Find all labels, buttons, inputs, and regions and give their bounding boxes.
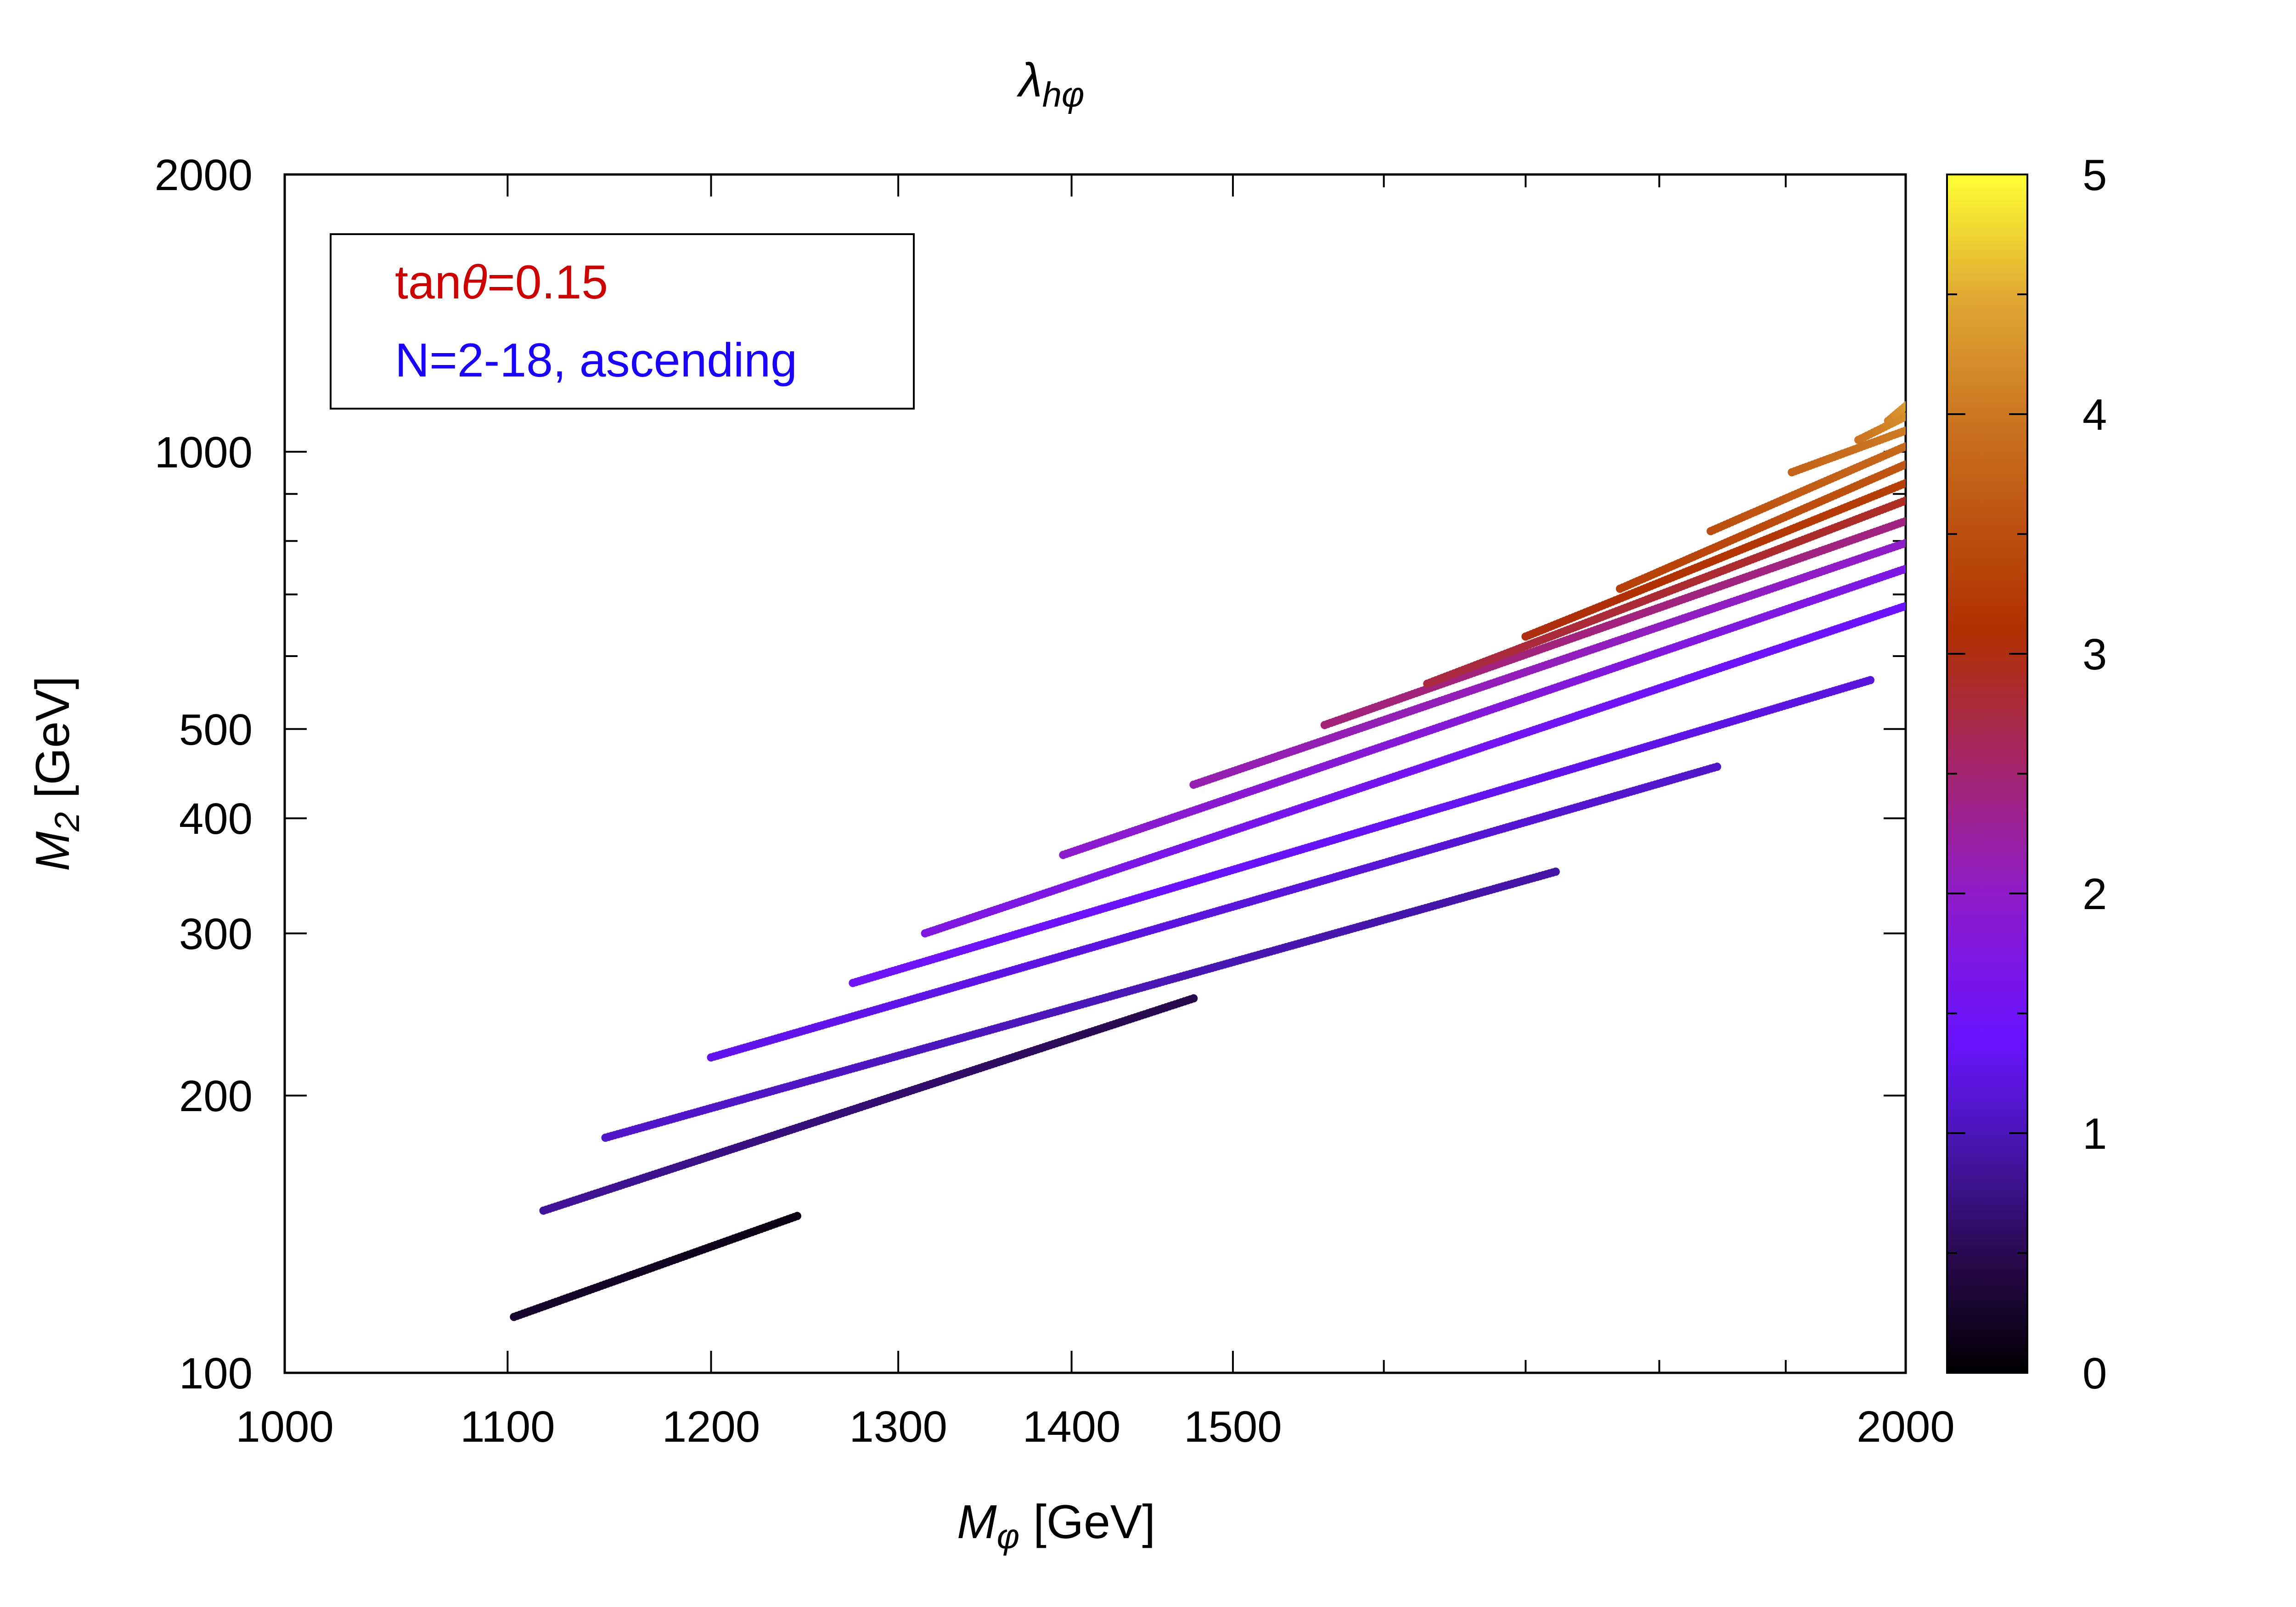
axis-ticks: 1000 1100 1200 1300 1400 1500 2000 100 200 300 400… xyxy=(154,151,1954,1451)
colorbar-tick-label: 0 xyxy=(2082,1349,2107,1398)
y-tick-label: 2000 xyxy=(154,151,253,200)
data-point xyxy=(1904,517,1906,523)
data-point xyxy=(1551,867,1560,876)
data-point xyxy=(1902,401,1906,409)
data-point xyxy=(1713,763,1722,771)
y-tick-label: 1000 xyxy=(154,428,253,477)
x-axis-title: Mφ [GeV] xyxy=(957,1495,1155,1556)
data-point xyxy=(1904,426,1906,433)
data-point xyxy=(1908,515,1916,523)
x-tick-label: 1200 xyxy=(662,1402,760,1451)
legend-entry-n-range: N=2-18, ascending xyxy=(395,334,797,387)
data-point xyxy=(1189,994,1198,1003)
series-n-4 xyxy=(601,867,1560,1142)
data-point xyxy=(1908,537,1916,545)
colorbar xyxy=(1946,174,2028,1374)
legend-box xyxy=(330,233,915,410)
series-n-10 xyxy=(1320,515,1916,730)
y-tick-label: 100 xyxy=(179,1349,253,1398)
data-point xyxy=(1908,424,1916,433)
y-axis-title: M2[GeV] xyxy=(26,676,87,871)
data-point xyxy=(1904,460,1906,466)
chart-title: λhφ xyxy=(1016,54,1084,114)
series-n-9 xyxy=(1189,537,1916,789)
data-point xyxy=(1866,676,1874,685)
data-point xyxy=(1902,601,1906,610)
data-point xyxy=(1904,565,1906,571)
data-point xyxy=(1908,397,1916,405)
series-n-5 xyxy=(707,763,1722,1062)
x-tick-label: 2000 xyxy=(1857,1402,1955,1451)
colorbar-ticks: 0 1 2 3 4 5 xyxy=(1947,151,2107,1398)
x-tick-label: 1500 xyxy=(1184,1402,1282,1451)
data-point xyxy=(1904,479,1906,485)
y-tick-label: 300 xyxy=(179,910,253,959)
data-point xyxy=(1908,458,1916,466)
series-n-17 xyxy=(1884,397,1916,425)
series-n-8 xyxy=(1059,563,1916,859)
legend-entry-tan-theta: tanθ=0.15 xyxy=(395,256,608,309)
series-n-11 xyxy=(1423,494,1916,688)
data-point xyxy=(1908,440,1916,448)
data-series xyxy=(510,397,1916,1321)
series-n-12 xyxy=(1521,477,1916,641)
series-n-14 xyxy=(1706,440,1916,535)
y-tick-label: 400 xyxy=(179,794,253,843)
data-point xyxy=(1908,563,1916,571)
x-tick-label: 1000 xyxy=(236,1402,334,1451)
x-tick-label: 1300 xyxy=(849,1402,947,1451)
y-tick-label: 200 xyxy=(179,1072,253,1121)
series-n-15 xyxy=(1788,424,1916,477)
series-n-13 xyxy=(1615,458,1916,593)
series-n-6 xyxy=(849,676,1874,987)
data-point xyxy=(1905,401,1906,405)
data-point xyxy=(1904,442,1906,448)
colorbar-tick-label: 2 xyxy=(2082,870,2107,919)
data-point xyxy=(1904,496,1906,503)
data-point xyxy=(793,1212,801,1220)
colorbar-tick-label: 3 xyxy=(2082,630,2107,679)
colorbar-tick-label: 1 xyxy=(2082,1109,2107,1158)
colorbar-tick-label: 4 xyxy=(2082,390,2107,439)
data-point xyxy=(1904,539,1906,545)
x-tick-label: 1400 xyxy=(1023,1402,1121,1451)
legend: tanθ=0.15 N=2-18, ascending xyxy=(330,233,915,410)
data-point xyxy=(1908,477,1916,485)
y-tick-label: 500 xyxy=(179,705,253,754)
series-n-7 xyxy=(921,601,1906,938)
series-n-3 xyxy=(539,994,1198,1215)
colorbar-tick-label: 5 xyxy=(2082,151,2107,200)
data-point xyxy=(1904,412,1906,418)
plot-frame xyxy=(283,173,1907,1374)
x-tick-label: 1100 xyxy=(460,1402,555,1451)
data-point xyxy=(1908,494,1916,502)
data-point xyxy=(1908,410,1916,418)
series-n-2 xyxy=(510,1212,801,1321)
